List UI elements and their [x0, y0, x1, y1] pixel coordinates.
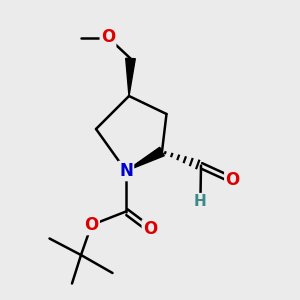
Text: H: H: [194, 194, 207, 209]
Text: O: O: [101, 28, 115, 46]
Text: N: N: [119, 162, 133, 180]
Text: O: O: [225, 171, 240, 189]
Polygon shape: [126, 147, 164, 171]
Polygon shape: [126, 58, 135, 96]
Text: O: O: [143, 220, 157, 238]
Text: O: O: [84, 216, 99, 234]
